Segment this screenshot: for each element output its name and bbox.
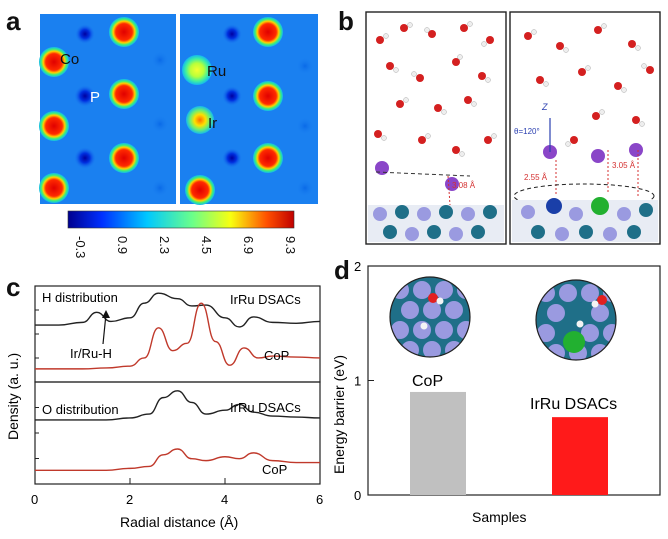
panel-d-chart: 0 1 2 Energy barrier (eV) Samples CoP IrRu… (331, 260, 661, 525)
distance-label: 3.05 Å (612, 161, 636, 170)
panel-c-chart: H distribution O distribution 0 2 4 6 Densi… (5, 285, 323, 530)
colorbar (67, 210, 295, 229)
label-p: P (90, 89, 100, 106)
colorbar-tick: 6.9 (241, 236, 256, 254)
series-line-h-irru-dsacs (35, 292, 321, 328)
label-ru: Ru (207, 63, 226, 80)
series-line-h-cop (35, 302, 321, 370)
panel-letter-d: d (334, 255, 350, 285)
inset-cop-surface (390, 277, 470, 357)
panel-letter-a: a (6, 6, 21, 36)
colorbar-tick: -0.3 (73, 236, 88, 258)
y-tick-label: 1 (354, 374, 361, 389)
label-ir: Ir (208, 115, 217, 132)
z-axis-label: Z (541, 102, 548, 112)
panel-b-figure: 3.08 Å Z θ=120° 2.55 Å 3.05 Å (365, 11, 661, 245)
angle-label: θ=120° (514, 127, 540, 136)
distance-label: 3.08 Å (452, 181, 476, 190)
x-axis-label: Samples (472, 509, 526, 525)
x-tick-label: 0 (31, 492, 38, 507)
potassium-ion (375, 161, 389, 175)
density-map-cop-features (39, 17, 169, 203)
x-tick-label: 6 (316, 492, 323, 507)
colorbar-tick: 2.3 (157, 236, 172, 254)
water-molecules-left (374, 21, 497, 157)
x-tick-label: 4 (221, 492, 228, 507)
distance-label: 2.55 Å (524, 173, 548, 182)
subplot-label-o: O distribution (42, 402, 119, 417)
water-molecules-right (524, 23, 654, 147)
series-line-o-irru-dsacs (35, 390, 321, 421)
panel-letter-b: b (338, 6, 354, 36)
colorbar-tick: 0.9 (115, 236, 130, 254)
category-label-irru: IrRu DSACs (530, 396, 617, 413)
subplot-label-h: H distribution (42, 290, 118, 305)
density-map-cop (40, 14, 176, 204)
y-axis-label: Energy barrier (eV) (331, 355, 347, 474)
colorbar-ticks: -0.3 0.9 2.3 4.5 6.9 9.3 (73, 236, 298, 258)
irru-surface (512, 197, 658, 242)
annotation-arrow (102, 313, 107, 345)
density-map-irru-features (182, 17, 314, 205)
x-tick-label: 2 (126, 492, 133, 507)
inset-irru-surface (536, 280, 616, 360)
y-tick-label: 0 (354, 488, 361, 503)
legend-cop-h: CoP (264, 348, 289, 363)
x-axis-label: Radial distance (Å) (120, 514, 238, 530)
bar-irru-dsacs (552, 417, 608, 495)
annotation-arrowhead (102, 310, 110, 318)
category-label-cop: CoP (412, 373, 443, 390)
panel-a-figure: Co P Ru Ir -0.3 0.9 2.3 4.5 6.9 9.3 (39, 14, 318, 258)
legend-irru-h: IrRu DSACs (230, 292, 301, 307)
cop-surface (368, 205, 504, 242)
colorbar-tick: 4.5 (199, 236, 214, 254)
y-axis-label: Density (a. u.) (5, 353, 21, 440)
legend-cop-o: CoP (262, 462, 287, 477)
colorbar-tick: 9.3 (283, 236, 298, 254)
bar-cop (410, 391, 466, 495)
annotation-ir-ru-h: Ir/Ru-H (70, 346, 112, 361)
legend-irru-o: IrRu DSACs (230, 400, 301, 415)
y-tick-label: 2 (354, 260, 361, 274)
series-line-o-cop (35, 448, 320, 472)
label-co: Co (60, 51, 79, 68)
panel-letter-c: c (6, 272, 21, 302)
